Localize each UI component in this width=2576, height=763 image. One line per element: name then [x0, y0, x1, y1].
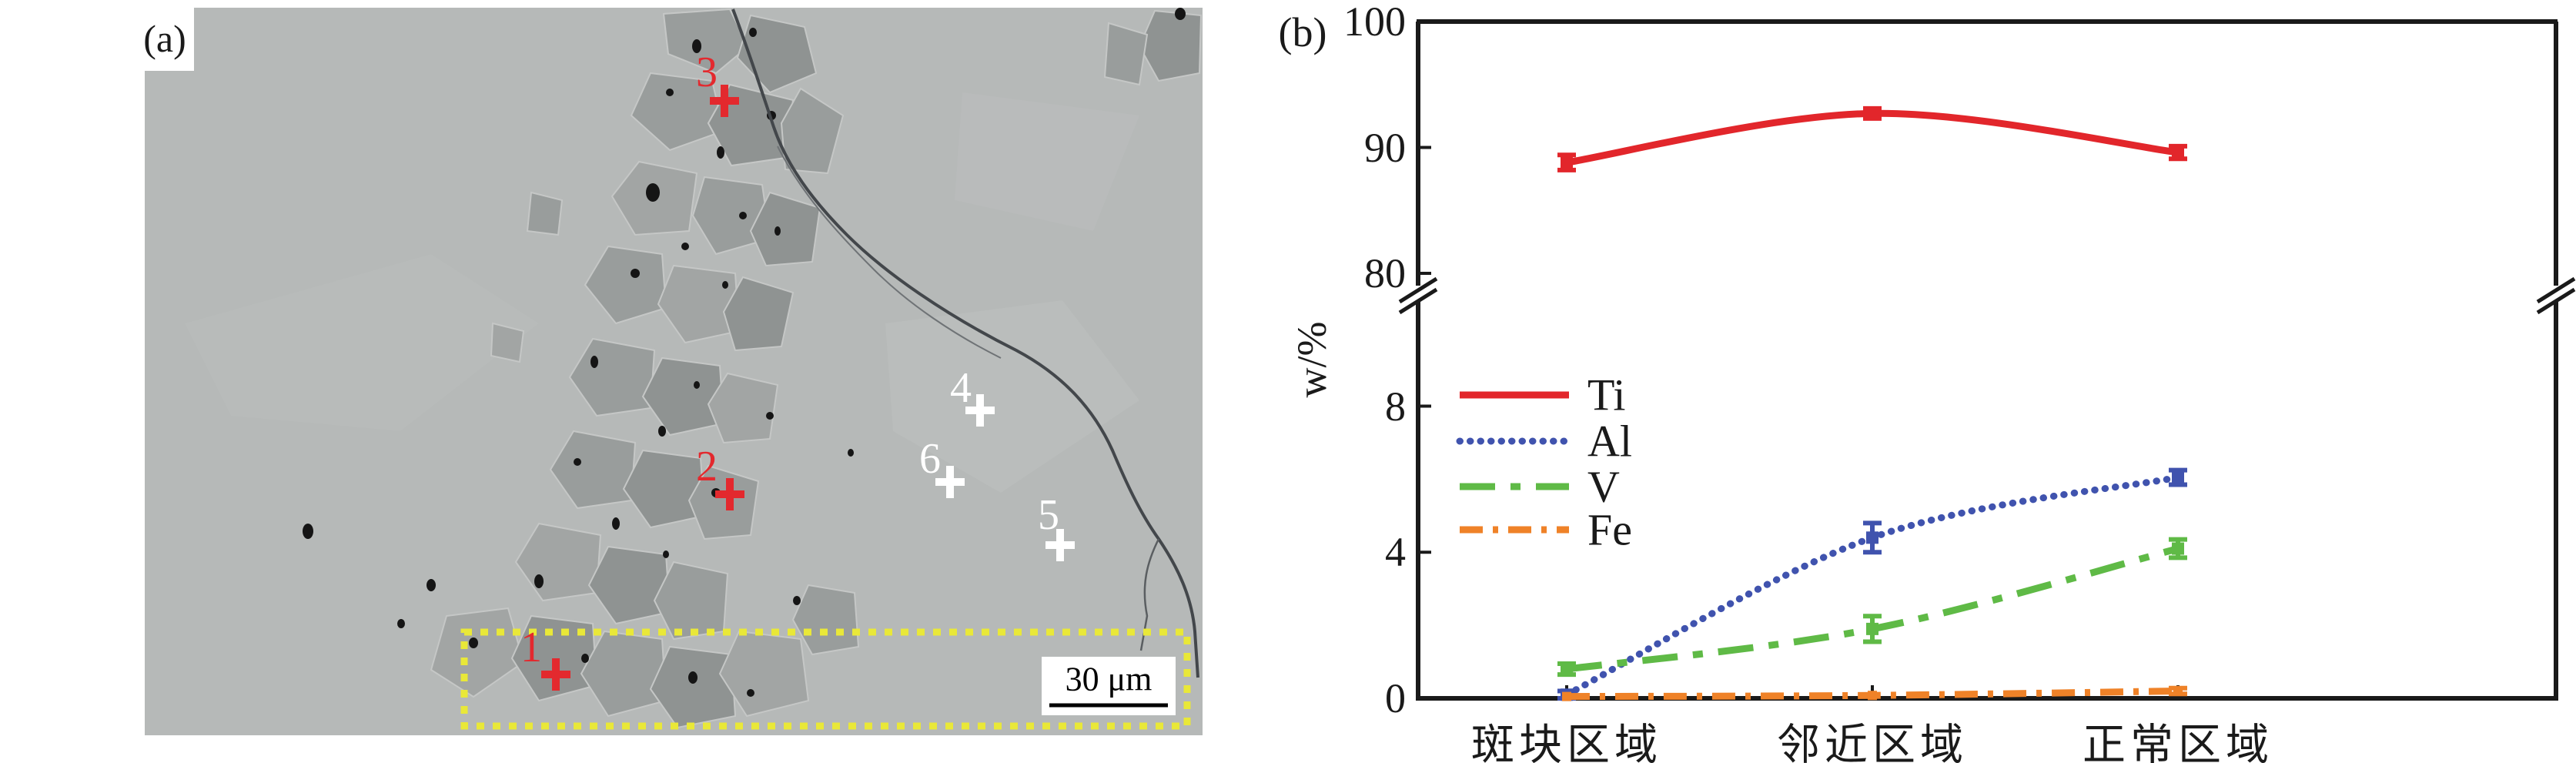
data-marker-Fe — [1868, 691, 1877, 701]
spot-number-6: 6 — [919, 435, 941, 483]
legend-label-V: V — [1587, 461, 1620, 512]
spot-cross-4 — [965, 394, 995, 427]
spot-cross-1 — [541, 658, 570, 691]
data-marker-V — [1561, 663, 1573, 676]
crack — [731, 8, 1199, 678]
spot-number-5: 5 — [1038, 491, 1059, 539]
roi-rectangle — [460, 628, 1191, 730]
spot-cross-3 — [710, 85, 739, 117]
panel-b-label: (b) — [1278, 9, 1327, 55]
axis-break-mark — [2536, 276, 2576, 304]
scalebar-text: 30 μm — [1065, 660, 1153, 698]
data-marker-Ti — [1866, 107, 1878, 120]
y-tick-label-90: 90 — [1364, 124, 1406, 171]
data-marker-Ti — [1561, 156, 1573, 169]
y-tick-label-100: 100 — [1343, 0, 1406, 45]
spot-cross-6 — [935, 466, 965, 498]
y-tick-label-4: 4 — [1385, 529, 1406, 576]
spot-number-1: 1 — [520, 624, 542, 671]
x-tick-label-2: 邻近区域 — [1777, 721, 1968, 763]
spot-number-2: 2 — [696, 443, 718, 490]
axis-break-mark — [1398, 287, 1438, 315]
data-marker-Fe — [1562, 691, 1571, 701]
series-line-V — [1566, 545, 2180, 673]
y-axis-title: w/% — [1289, 321, 1335, 398]
legend-label-Ti: Ti — [1587, 370, 1626, 420]
data-marker-V — [1866, 622, 1878, 635]
data-marker-Al — [2172, 471, 2184, 484]
y-tick-label-8: 8 — [1385, 383, 1406, 430]
legend-label-Al: Al — [1587, 416, 1632, 467]
data-marker-Fe — [2173, 686, 2183, 696]
y-tick-label-80: 80 — [1364, 250, 1406, 296]
panel-a-label: (a) — [143, 17, 186, 60]
x-tick-label-3: 正常区域 — [2083, 721, 2273, 763]
chart — [1398, 19, 2576, 701]
data-marker-Ti — [2172, 146, 2184, 159]
micrograph — [145, 8, 1203, 735]
y-tick-label-0: 0 — [1385, 675, 1406, 721]
spot-cross-5 — [1045, 529, 1075, 561]
spot-markers — [541, 85, 1075, 691]
axis-break-mark — [1398, 276, 1438, 304]
x-tick-label-1: 斑块区域 — [1471, 721, 1662, 763]
axis-break-mark — [2536, 287, 2576, 315]
legend-label-Fe: Fe — [1587, 504, 1632, 555]
spot-number-3: 3 — [696, 49, 718, 96]
data-marker-Al — [1866, 531, 1878, 544]
panel-a-label-box — [145, 8, 194, 71]
spot-number-4: 4 — [950, 364, 972, 412]
data-marker-V — [2172, 542, 2184, 555]
spot-cross-2 — [715, 478, 744, 510]
